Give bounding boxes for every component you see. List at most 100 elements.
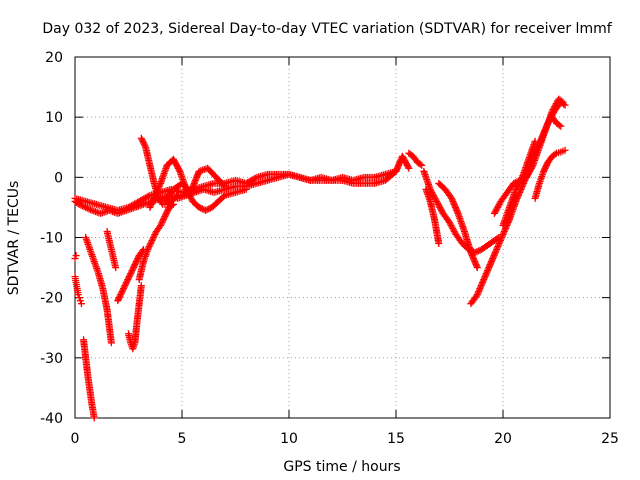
data-point [74, 291, 82, 299]
data-point [132, 259, 140, 267]
data-point [494, 202, 502, 210]
data-point [120, 283, 128, 291]
x-tick-label: 15 [387, 431, 405, 447]
data-point [493, 205, 501, 213]
data-point [473, 264, 481, 272]
series-descent-1h [82, 234, 115, 347]
data-point [129, 265, 137, 273]
data-point [436, 203, 444, 211]
y-tick-label: 0 [54, 170, 63, 186]
data-point [148, 237, 156, 245]
data-point [159, 217, 167, 225]
data-point [515, 179, 523, 187]
data-point [147, 240, 155, 248]
data-point [517, 176, 525, 184]
data-point [115, 294, 123, 302]
data-point [559, 98, 567, 106]
data-point [473, 248, 481, 256]
data-point [120, 285, 128, 293]
data-point [432, 196, 440, 204]
data-point [126, 271, 134, 279]
x-axis-label: GPS time / hours [283, 459, 400, 475]
data-point [512, 185, 520, 193]
data-point [121, 282, 129, 290]
data-point [128, 267, 136, 275]
data-point [561, 146, 569, 154]
data-point [513, 182, 521, 190]
data-point [75, 294, 83, 302]
data-point [145, 243, 153, 251]
data-point [555, 121, 563, 129]
data-point [76, 297, 84, 305]
data-point [400, 155, 408, 163]
data-point [130, 262, 138, 270]
data-point [85, 205, 93, 213]
data-point [435, 240, 443, 248]
data-point [146, 241, 154, 249]
data-point [540, 167, 548, 175]
data-point [543, 161, 551, 169]
data-point [203, 206, 211, 214]
series-rise-2h [114, 246, 147, 305]
data-point [134, 255, 142, 263]
data-point [151, 230, 159, 238]
data-point [114, 297, 122, 305]
data-point [138, 247, 146, 255]
series-start-drop [71, 273, 85, 308]
series-late-G [531, 146, 569, 202]
data-point [149, 235, 157, 243]
series-late-C [435, 179, 481, 272]
data-point [141, 142, 149, 150]
series-late-F [499, 137, 539, 229]
data-point [514, 181, 522, 189]
data-point [173, 161, 181, 169]
data-point [447, 221, 455, 229]
data-point [132, 258, 140, 266]
data-point [251, 174, 259, 182]
data-point [117, 289, 125, 297]
data-point [448, 223, 456, 231]
data-point [138, 136, 146, 144]
data-point [550, 104, 558, 112]
data-point [90, 414, 98, 422]
data-point [175, 166, 183, 174]
data-point [540, 166, 548, 174]
data-point [139, 139, 147, 147]
data-point [149, 196, 157, 204]
data-point [82, 203, 90, 211]
data-point [147, 238, 155, 246]
data-point [160, 214, 168, 222]
data-point [150, 232, 158, 240]
data-point [127, 270, 135, 278]
data-point [491, 208, 499, 216]
data-point [542, 163, 550, 171]
data-point [517, 175, 525, 183]
data-point [71, 255, 79, 263]
y-tick-label: 10 [45, 110, 63, 126]
data-point [198, 205, 206, 213]
data-point [431, 194, 439, 202]
series-descent-0.4h [80, 336, 98, 422]
data-point [416, 160, 424, 168]
x-tick-label: 25 [601, 431, 619, 447]
data-point [195, 203, 203, 211]
data-point [125, 274, 132, 282]
data-point [147, 200, 155, 208]
data-point [122, 280, 130, 288]
data-point [77, 300, 85, 308]
data-point [162, 211, 170, 219]
data-point [87, 206, 95, 214]
data-point [139, 246, 147, 254]
data-point [172, 193, 180, 201]
data-point [146, 203, 154, 211]
data-point [149, 234, 157, 241]
data-point [125, 273, 133, 281]
y-tick-label: -30 [40, 351, 63, 367]
data-point [137, 282, 145, 290]
data-point [158, 199, 166, 207]
data-point [197, 204, 205, 212]
data-point [119, 286, 127, 294]
data-point [495, 200, 503, 208]
data-point [557, 122, 565, 130]
